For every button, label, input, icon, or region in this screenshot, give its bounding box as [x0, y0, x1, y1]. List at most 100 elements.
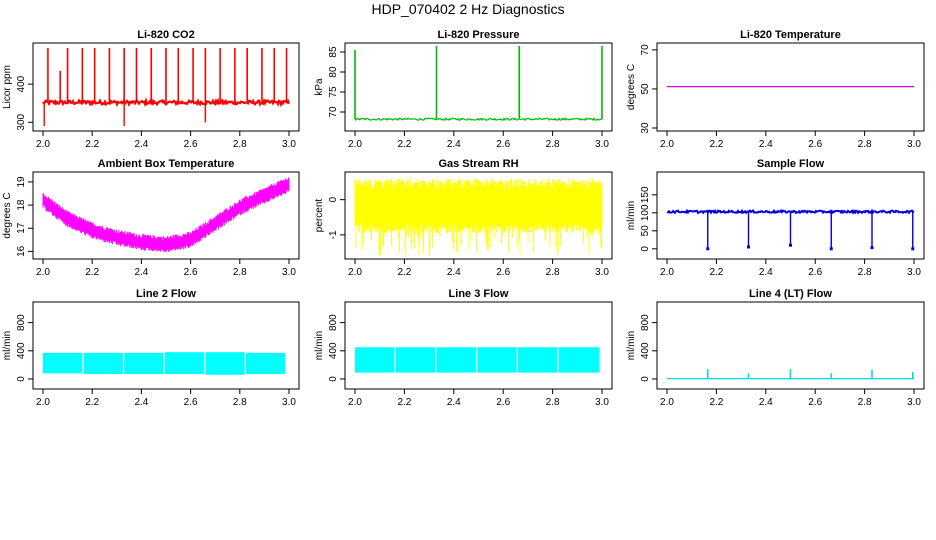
x-tick-label: 2.2: [397, 397, 411, 408]
x-tick-label: 2.6: [184, 267, 198, 278]
y-tick-label: 50: [640, 225, 651, 237]
flow-block: [245, 352, 286, 375]
flow-block: [205, 352, 245, 375]
x-tick-label: 2.8: [858, 267, 872, 278]
y-tick-label: 0: [328, 196, 339, 202]
flow-block: [436, 347, 477, 373]
y-tick-label: 800: [640, 314, 651, 331]
y-tick-label: 300: [16, 113, 27, 130]
y-tick-label: 16: [16, 245, 27, 257]
x-tick-label: 2.0: [36, 267, 50, 278]
x-tick-label: 2.0: [36, 397, 50, 408]
panel-title: Line 2 Flow: [136, 288, 196, 300]
panel-6: Sample Flow 2.0 2.2 2.4 2.6 2.8 3.0 0 50 100150ml…: [626, 158, 925, 278]
x-tick-label: 3.0: [595, 139, 609, 150]
panel-title: Ambient Box Temperature: [98, 158, 235, 170]
x-tick-label: 2.2: [85, 139, 99, 150]
panel-9: Line 4 (LT) Flow 2.0 2.2 2.4 2.6 2.8 3.0 0 400 80…: [626, 288, 925, 408]
x-tick-label: 2.4: [134, 139, 148, 150]
y-tick-label: 150: [640, 186, 651, 203]
y-tick-label: 400: [640, 342, 651, 359]
panel-1: Li-820 CO2 2.0 2.2 2.4 2.6 2.8 3.0 300 400Licor …: [2, 29, 300, 150]
x-tick-label: 3.0: [282, 139, 296, 150]
data-series: [354, 46, 603, 122]
flow-block: [83, 352, 123, 375]
x-tick-label: 2.2: [709, 267, 723, 278]
y-tick-label: 17: [16, 222, 27, 234]
x-tick-label: 2.6: [808, 267, 822, 278]
dip-marker: [870, 246, 874, 250]
x-tick-label: 2.8: [233, 397, 247, 408]
x-tick-label: 2.6: [808, 139, 822, 150]
x-tick-label: 3.0: [282, 267, 296, 278]
x-tick-label: 3.0: [595, 267, 609, 278]
panel-4: Ambient Box Temperature 2.0 2.2 2.4 2.6 2.8 3.…: [2, 158, 300, 278]
data-series: [354, 178, 603, 256]
x-tick-label: 2.2: [85, 397, 99, 408]
x-tick-label: 2.8: [233, 139, 247, 150]
x-tick-label: 2.0: [36, 139, 50, 150]
panel-title: Gas Stream RH: [438, 158, 518, 170]
x-tick-label: 3.0: [595, 397, 609, 408]
y-tick-label: 400: [16, 342, 27, 359]
dip-marker: [829, 247, 833, 251]
x-tick-label: 2.8: [546, 139, 560, 150]
dip-marker: [911, 247, 915, 251]
x-tick-label: 2.8: [858, 397, 872, 408]
flow-block: [477, 347, 517, 373]
plot-frame: [656, 171, 925, 260]
flow-block: [43, 352, 83, 374]
y-axis-label: Licor ppm: [2, 65, 13, 109]
plot-frame: [344, 171, 613, 260]
data-series: [42, 177, 290, 253]
panel-8: Line 3 Flow 2.0 2.2 2.4 2.6 2.8 3.0 0 400 800ml/m…: [314, 288, 613, 408]
x-tick-label: 2.6: [496, 267, 510, 278]
data-series: [42, 47, 291, 127]
y-tick-label: 0: [640, 376, 651, 382]
flow-block: [518, 347, 558, 373]
plot-frame: [344, 301, 613, 390]
y-tick-label: 50: [640, 83, 651, 95]
flow-block: [395, 347, 436, 373]
x-tick-label: 2.0: [348, 267, 362, 278]
y-axis-label: kPa: [314, 78, 325, 96]
x-tick-label: 2.0: [660, 397, 674, 408]
x-tick-label: 2.4: [759, 139, 773, 150]
panel-3: Li-820 Temperature 2.0 2.2 2.4 2.6 2.8 3.0 30 50…: [626, 29, 925, 150]
flow-block: [355, 347, 395, 373]
panel-title: Li-820 Temperature: [740, 29, 841, 41]
x-tick-label: 2.2: [709, 397, 723, 408]
trace-line: [354, 117, 603, 122]
y-tick-label: 80: [328, 66, 339, 78]
plot-frame: [656, 42, 925, 132]
x-tick-label: 2.2: [709, 139, 723, 150]
y-tick-label: 18: [16, 199, 27, 211]
x-tick-label: 2.0: [660, 267, 674, 278]
data-series: [667, 369, 914, 380]
x-tick-label: 3.0: [907, 397, 921, 408]
dip-marker: [706, 247, 710, 251]
x-tick-label: 2.2: [85, 267, 99, 278]
y-axis-label: ml/min: [2, 331, 13, 360]
page-title: HDP_070402 2 Hz Diagnostics: [371, 1, 565, 17]
y-axis-label: percent: [314, 199, 325, 233]
y-tick-label: 800: [16, 314, 27, 331]
plot-frame: [32, 171, 300, 260]
x-tick-label: 2.4: [134, 397, 148, 408]
x-tick-label: 2.6: [808, 397, 822, 408]
panel-title: Line 4 (LT) Flow: [749, 288, 832, 300]
panel-title: Li-820 CO2: [137, 29, 194, 41]
x-tick-label: 2.4: [759, 397, 773, 408]
flow-block: [558, 347, 600, 373]
plot-frame: [32, 301, 300, 390]
x-tick-label: 2.2: [397, 267, 411, 278]
x-tick-label: 3.0: [282, 397, 296, 408]
panel-5: Gas Stream RH 2.0 2.2 2.4 2.6 2.8 3.0 -1 0percen…: [314, 158, 613, 278]
y-axis-label: ml/min: [626, 201, 637, 230]
panel-title: Li-820 Pressure: [438, 29, 520, 41]
x-tick-label: 2.4: [447, 267, 461, 278]
y-axis-label: degrees C: [626, 64, 637, 110]
trace-line: [42, 97, 291, 108]
x-tick-label: 2.2: [397, 139, 411, 150]
y-tick-label: 19: [16, 176, 27, 188]
